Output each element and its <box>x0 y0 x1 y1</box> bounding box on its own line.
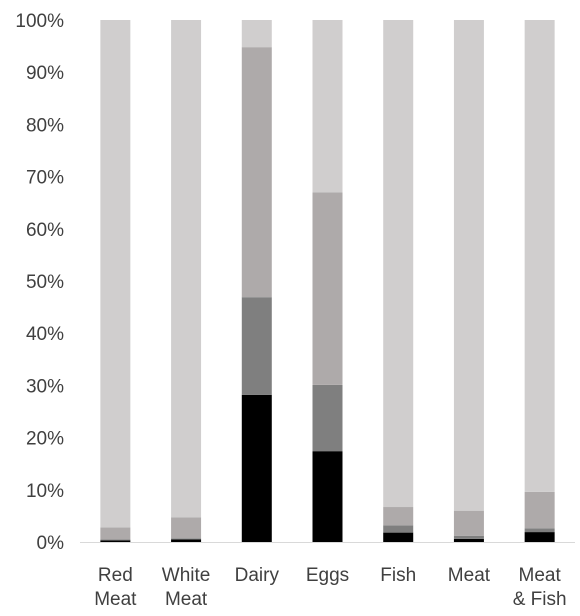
bar-segment-4 <box>171 20 201 517</box>
bar-segment-2 <box>171 538 201 539</box>
x-axis: Red Meat White Meat Dairy Eggs Fish Meat Meat & F… <box>94 565 566 610</box>
x-category-label: Fish <box>380 565 416 586</box>
y-tick-label: 50% <box>26 272 64 293</box>
bar-segment-3 <box>100 527 130 539</box>
bar-segment-4 <box>242 20 272 47</box>
x-category-label: Eggs <box>306 565 349 586</box>
y-tick-label: 70% <box>26 168 64 189</box>
bar-segment-4 <box>313 20 343 192</box>
bar-stack <box>383 20 413 542</box>
y-tick-label: 40% <box>26 324 64 345</box>
bar-segment-4 <box>525 20 555 492</box>
bar-segment-2 <box>313 385 343 451</box>
bar-stack <box>100 20 130 542</box>
bar-segment-4 <box>383 20 413 507</box>
bar-segment-2 <box>525 528 555 532</box>
bar-segment-1 <box>100 540 130 542</box>
bar-segment-1 <box>383 533 413 542</box>
y-tick-label: 90% <box>26 63 64 84</box>
y-tick-label: 10% <box>26 481 64 502</box>
bar-stack <box>171 20 201 542</box>
bar-stack-group <box>100 20 554 542</box>
bar-segment-1 <box>242 395 272 542</box>
bar-segment-2 <box>454 536 484 539</box>
bar-stack <box>313 20 343 542</box>
y-axis: 0% 10% 20% 30% 40% 50% 60% 70% 80% 90% 100% <box>15 11 64 554</box>
x-category-label: Meat <box>448 565 491 586</box>
x-category-label: White Meat <box>162 565 211 610</box>
bar-segment-4 <box>454 20 484 511</box>
bar-segment-3 <box>242 47 272 297</box>
bar-stack <box>525 20 555 542</box>
y-tick-label: 100% <box>15 11 64 32</box>
bar-stack <box>242 20 272 542</box>
bar-segment-2 <box>242 297 272 395</box>
y-tick-label: 20% <box>26 429 64 450</box>
bar-segment-1 <box>313 451 343 542</box>
bar-stack <box>454 20 484 542</box>
bar-segment-1 <box>525 532 555 542</box>
bar-segment-3 <box>525 492 555 529</box>
y-tick-label: 30% <box>26 376 64 397</box>
bar-segment-1 <box>454 539 484 542</box>
x-category-label: Meat & Fish <box>513 565 567 610</box>
bar-segment-2 <box>383 525 413 532</box>
bar-segment-3 <box>383 507 413 525</box>
y-tick-label: 80% <box>26 115 64 136</box>
y-tick-label: 60% <box>26 220 64 241</box>
bar-segment-1 <box>171 539 201 542</box>
bar-segment-3 <box>313 192 343 385</box>
y-tick-label: 0% <box>37 533 65 554</box>
bar-segment-2 <box>100 539 130 540</box>
x-category-label: Red Meat <box>94 565 137 610</box>
x-category-label: Dairy <box>235 565 280 586</box>
bar-segment-3 <box>454 511 484 536</box>
bar-segment-4 <box>100 20 130 527</box>
bar-segment-3 <box>171 517 201 538</box>
